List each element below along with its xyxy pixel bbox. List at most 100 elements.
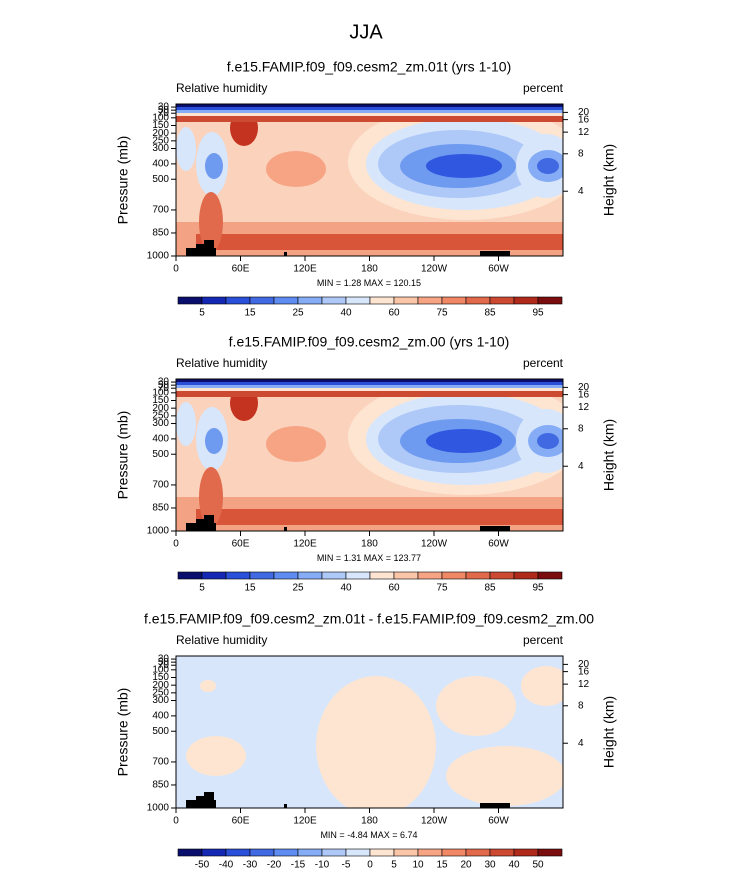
- colorbar-label: 5: [199, 308, 205, 319]
- colorbar-label: -5: [342, 860, 351, 871]
- x-tick-label: 0: [173, 539, 179, 550]
- colorbar-box: [225, 571, 251, 580]
- y-tick-label: 250: [152, 410, 169, 421]
- y-tick-label: 50: [158, 380, 170, 391]
- y-tick-label: 30: [158, 654, 170, 665]
- contour-field: [176, 379, 563, 531]
- x-tick-label: 120W: [421, 264, 448, 275]
- panel-title: f.e15.FAMIP.f09_f09.cesm2_zm.01t - f.e15…: [144, 611, 594, 627]
- field-region: [176, 402, 196, 446]
- y-axis-title: Pressure (mb): [115, 688, 131, 777]
- min-max-part: MAX =: [370, 830, 397, 840]
- y2-axis-title: Height (km): [601, 419, 617, 491]
- colorbar-box: [273, 848, 299, 857]
- x-tick-label: 180: [361, 816, 378, 827]
- field-band: [176, 110, 563, 113]
- field-band: [176, 385, 563, 388]
- page-title: JJA: [349, 21, 383, 43]
- y-tick-label: 1000: [147, 803, 170, 814]
- y-tick-label: 850: [152, 228, 169, 239]
- colorbar-box: [201, 848, 227, 857]
- topography: [196, 796, 208, 800]
- field-band: [176, 379, 563, 382]
- y-tick-label: 700: [152, 480, 169, 491]
- colorbar-label: -30: [243, 860, 258, 871]
- colorbar-box: [393, 848, 419, 857]
- min-max: MIN = 1.28 MAX = 120.15: [317, 278, 421, 288]
- field-region: [205, 153, 223, 179]
- field-region: [537, 158, 559, 174]
- y2-tick-label: 20: [578, 107, 590, 118]
- y2-tick-label: 12: [578, 679, 590, 690]
- x-tick-label: 120E: [293, 816, 317, 827]
- colorbar-box: [321, 848, 347, 857]
- colorbar-box: [249, 848, 275, 857]
- colorbar-label: 40: [508, 860, 520, 871]
- y-tick-label: 100: [152, 387, 169, 398]
- colorbar-label: 95: [532, 308, 544, 319]
- colorbar-label: 40: [340, 308, 352, 319]
- y-tick-label: 300: [152, 695, 169, 706]
- min-max-part: 120.15: [394, 278, 422, 288]
- min-max-part: -4.84: [347, 830, 368, 840]
- y-tick-label: 50: [158, 657, 170, 668]
- topography: [204, 792, 214, 808]
- colorbar-box: [537, 296, 563, 305]
- right-label: percent: [523, 81, 564, 95]
- colorbar-label: 15: [436, 860, 448, 871]
- x-tick-label: 0: [173, 816, 179, 827]
- colorbar-label: -50: [195, 860, 210, 871]
- colorbar-label: 0: [367, 860, 373, 871]
- field-band: [176, 107, 563, 110]
- y-tick-label: 500: [152, 726, 169, 737]
- y-tick-label: 400: [152, 434, 169, 445]
- field-region: [537, 433, 559, 449]
- colorbar-box: [321, 571, 347, 580]
- field-region: [200, 680, 216, 692]
- left-label: Relative humidity: [176, 633, 267, 647]
- panel-title: f.e15.FAMIP.f09_f09.cesm2_zm.01t (yrs 1-…: [227, 59, 512, 75]
- colorbar-label: 15: [244, 308, 256, 319]
- topography: [196, 519, 208, 523]
- field-band: [176, 388, 563, 391]
- right-label: percent: [523, 633, 564, 647]
- colorbar-label: 60: [388, 308, 400, 319]
- x-tick-label: 60W: [488, 539, 509, 550]
- topography: [186, 800, 216, 808]
- colorbar-box: [513, 571, 539, 580]
- colorbar-label: -20: [267, 860, 282, 871]
- colorbar-label: 25: [292, 308, 304, 319]
- colorbar-label: 60: [388, 583, 400, 594]
- colorbar-box: [177, 848, 203, 857]
- left-label: Relative humidity: [176, 356, 267, 370]
- colorbar-label: 85: [484, 308, 496, 319]
- y2-tick-label: 8: [578, 700, 584, 711]
- colorbar-box: [297, 296, 323, 305]
- colorbar-box: [465, 571, 491, 580]
- y-tick-label: 500: [152, 449, 169, 460]
- colorbar-box: [441, 296, 467, 305]
- colorbar-box: [489, 571, 515, 580]
- colorbar-box: [513, 296, 539, 305]
- colorbar-label: 40: [340, 583, 352, 594]
- y-axis-title: Pressure (mb): [115, 411, 131, 500]
- y-tick-label: 70: [158, 660, 170, 671]
- colorbar-box: [201, 571, 227, 580]
- colorbar-label: 50: [532, 860, 544, 871]
- min-max-part: 1.31: [344, 553, 362, 563]
- y-tick-label: 850: [152, 780, 169, 791]
- y-tick-label: 70: [158, 108, 170, 119]
- colorbar-box: [537, 848, 563, 857]
- y-tick-label: 30: [158, 102, 170, 113]
- colorbar-box: [489, 296, 515, 305]
- y2-axis-title: Height (km): [601, 696, 617, 768]
- panel-title: f.e15.FAMIP.f09_f09.cesm2_zm.00 (yrs 1-1…: [229, 334, 510, 350]
- x-tick-label: 120W: [421, 539, 448, 550]
- colorbar-box: [225, 296, 251, 305]
- y-tick-label: 150: [152, 395, 169, 406]
- field-region: [316, 676, 436, 808]
- y2-tick-label: 12: [578, 127, 590, 138]
- colorbar-box: [417, 848, 443, 857]
- topography: [284, 527, 287, 531]
